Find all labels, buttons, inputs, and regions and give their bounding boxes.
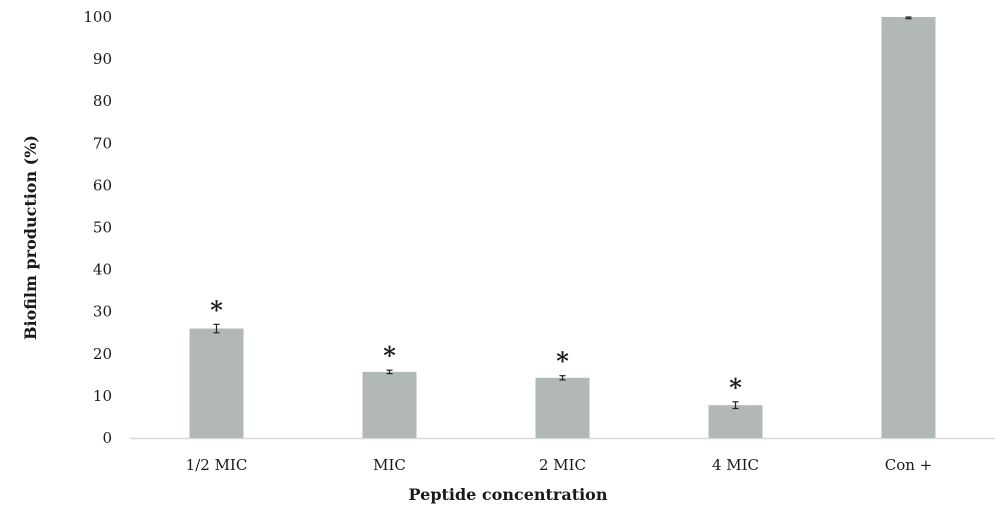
bar [881, 17, 936, 438]
category-label: 4 MIC [712, 456, 759, 474]
error-bar [213, 323, 220, 334]
error-bar [732, 401, 739, 410]
category-label: MIC [373, 456, 406, 474]
error-bar [386, 369, 393, 375]
bar [535, 377, 590, 438]
bars: * * * * [189, 16, 936, 438]
category-label: 2 MIC [539, 456, 586, 474]
error-bar [559, 375, 566, 381]
y-tick-label: 30 [93, 303, 112, 321]
category-labels: 1/2 MIC MIC 2 MIC 4 MIC Con + [186, 456, 933, 474]
y-tick-label: 90 [93, 50, 112, 68]
x-axis-title: Peptide concentration [409, 485, 608, 504]
category-label: 1/2 MIC [186, 456, 248, 474]
y-tick-label: 10 [93, 387, 112, 405]
y-tick-label: 50 [93, 219, 112, 237]
y-tick-label: 0 [102, 429, 112, 447]
y-axis-ticks: 0 10 20 30 40 50 60 70 80 90 100 [83, 8, 112, 447]
y-tick-label: 20 [93, 345, 112, 363]
y-tick-label: 80 [93, 92, 112, 110]
bar [708, 405, 763, 438]
y-tick-label: 40 [93, 261, 112, 279]
y-tick-label: 60 [93, 176, 112, 194]
bar [189, 328, 244, 438]
error-bar [905, 16, 912, 20]
y-tick-label: 100 [83, 8, 112, 26]
y-tick-label: 70 [93, 134, 112, 152]
significance-marker: * [729, 373, 742, 402]
significance-marker: * [556, 347, 569, 376]
bar [362, 371, 417, 438]
category-label: Con + [885, 456, 933, 474]
y-axis-title: Biofilm production (%) [21, 135, 40, 340]
significance-marker: * [210, 295, 223, 324]
significance-marker: * [383, 341, 396, 370]
